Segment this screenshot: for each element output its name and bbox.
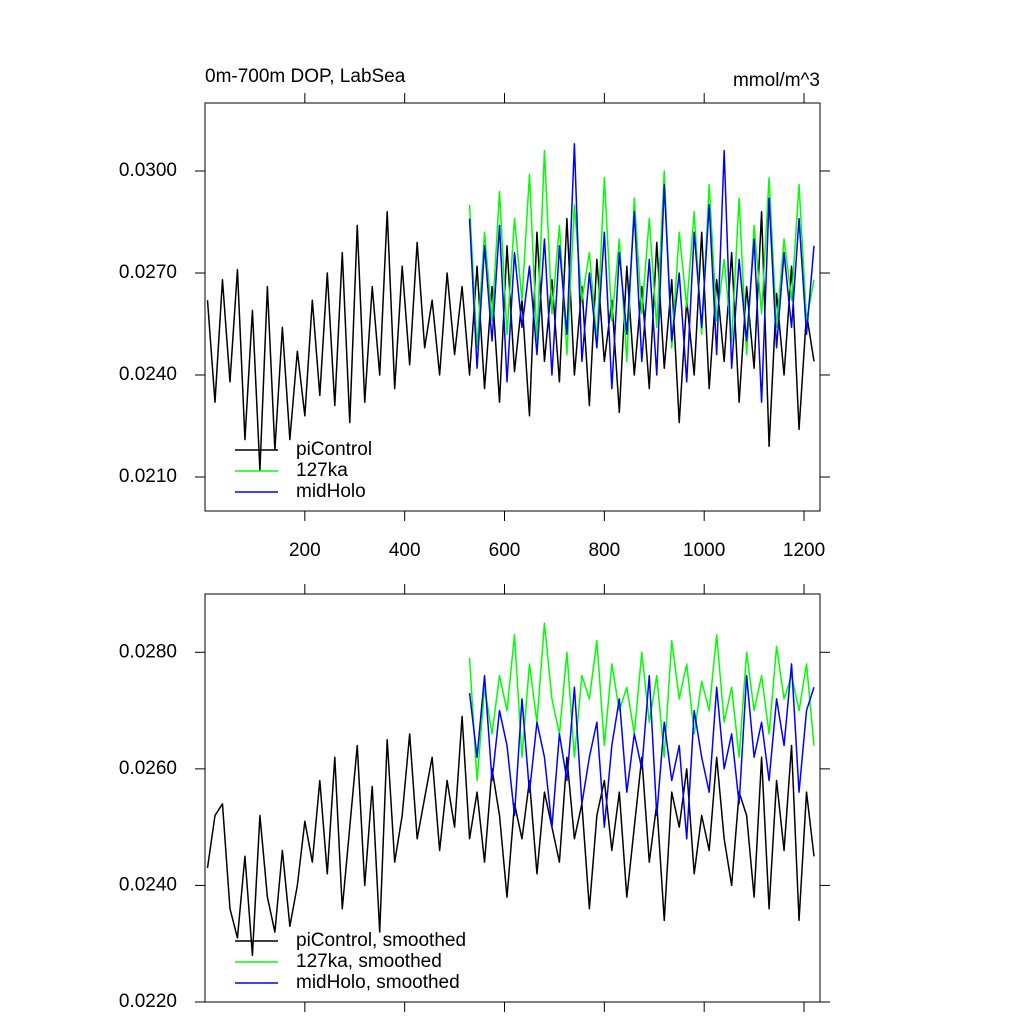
plot-frame: [204, 102, 821, 512]
y-tick-label: 0.0240: [119, 874, 177, 895]
x-tick-label: 600: [489, 540, 521, 561]
series-line: [468, 149, 815, 363]
y-tick-label: 0.0210: [119, 466, 177, 487]
series-line: [468, 663, 815, 840]
units-label: mmol/m^3: [733, 70, 820, 91]
legend-label: 127ka, smoothed: [296, 951, 442, 972]
series-line: [206, 211, 815, 471]
y-tick-label: 0.0280: [119, 641, 177, 662]
x-tick-label: 1000: [683, 540, 725, 561]
legend-label: piControl, smoothed: [296, 930, 466, 951]
x-tick-label: 800: [588, 540, 620, 561]
x-tick-label: 400: [389, 540, 421, 561]
plot-frame: [204, 593, 821, 1003]
legend-label: midHolo: [296, 481, 366, 502]
plot-area: [206, 622, 815, 957]
y-tick-label: 0.0240: [119, 364, 177, 385]
legend-label: piControl: [296, 439, 372, 460]
legend-label: midHolo, smoothed: [296, 972, 460, 993]
legend-label: 127ka: [296, 460, 348, 481]
x-tick-label: 200: [289, 540, 321, 561]
plot-area: [206, 143, 815, 471]
series-line: [206, 715, 815, 957]
x-tick-label: 1200: [783, 540, 825, 561]
y-tick-label: 0.0260: [119, 758, 177, 779]
y-tick-label: 0.0220: [119, 991, 177, 1012]
y-tick-label: 0.0300: [119, 160, 177, 181]
series-line: [468, 143, 815, 403]
series-line: [468, 622, 815, 782]
y-tick-label: 0.0270: [119, 262, 177, 283]
chart-title: 0m-700m DOP, LabSea: [205, 66, 406, 87]
